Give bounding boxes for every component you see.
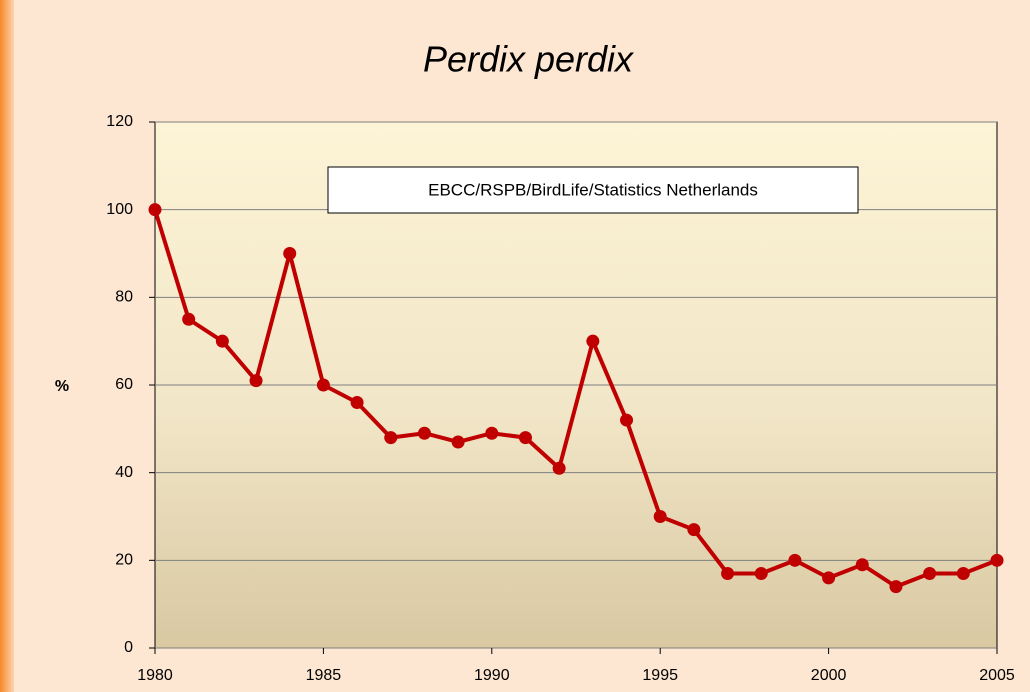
data-point xyxy=(148,203,162,217)
chart-title: Perdix perdix xyxy=(423,39,635,80)
data-point xyxy=(721,566,735,580)
data-point xyxy=(518,431,532,445)
data-point xyxy=(923,566,937,580)
data-point xyxy=(653,510,667,523)
data-point xyxy=(990,553,1004,567)
y-tick-label: 40 xyxy=(115,464,133,481)
y-tick-label: 80 xyxy=(115,289,133,306)
x-tick-label: 2000 xyxy=(811,667,847,684)
y-tick-label: 120 xyxy=(106,113,133,130)
data-point xyxy=(889,580,903,594)
y-tick-label: 60 xyxy=(115,376,133,393)
data-point xyxy=(384,431,398,445)
data-point xyxy=(956,566,970,580)
data-point xyxy=(620,413,634,427)
data-point xyxy=(788,553,802,567)
data-point xyxy=(451,435,465,449)
edge-strip xyxy=(0,0,14,692)
data-point xyxy=(822,571,836,585)
y-tick-label: 100 xyxy=(106,201,133,218)
data-point xyxy=(182,312,196,326)
data-point xyxy=(316,378,330,392)
data-point xyxy=(485,426,499,440)
data-point xyxy=(215,334,229,348)
annotation-box xyxy=(327,166,859,214)
data-point xyxy=(855,558,869,572)
y-tick-label: 20 xyxy=(115,552,133,569)
data-point xyxy=(687,523,701,537)
x-tick-label: 1990 xyxy=(474,667,510,684)
annotation: EBCC/RSPB/BirdLife/Statistics Netherland… xyxy=(428,180,758,199)
x-tick-label: 1980 xyxy=(137,667,173,684)
data-point xyxy=(417,426,431,440)
y-tick-label: 0 xyxy=(124,639,133,656)
y-axis-label: % xyxy=(55,378,69,395)
x-tick-label: 1995 xyxy=(642,667,678,684)
x-tick-label: 1985 xyxy=(306,667,342,684)
data-point xyxy=(586,334,600,348)
data-point xyxy=(552,461,566,475)
x-tick-label: 2005 xyxy=(979,667,1015,684)
data-point xyxy=(283,247,297,260)
data-point xyxy=(249,374,263,388)
data-point xyxy=(754,566,768,580)
data-point xyxy=(350,396,364,410)
